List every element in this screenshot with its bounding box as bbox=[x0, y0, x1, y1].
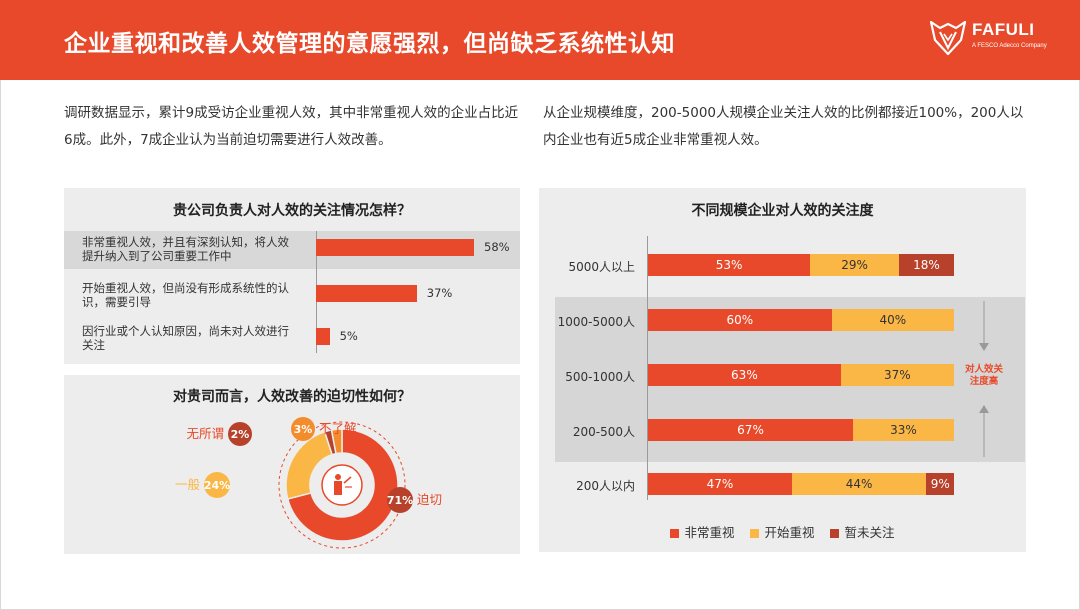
donut-slice bbox=[330, 428, 343, 455]
bar bbox=[316, 328, 330, 345]
brand-logo: FAFULI A FESCO Adecco Company bbox=[928, 18, 1058, 62]
donut-value-bubble bbox=[204, 472, 230, 498]
stack-segment: 44% bbox=[791, 473, 927, 495]
chart-legend: 非常重视 开始重视 暂未关注 bbox=[539, 522, 1026, 541]
logo-subtitle: A FESCO Adecco Company bbox=[972, 43, 1047, 49]
stack-category-label: 1000-5000人 bbox=[557, 315, 635, 329]
stack-category-label: 500-1000人 bbox=[565, 370, 635, 384]
urgency-donut-chart: 对贵司而言，人效改善的迫切性如何？ 71% 迫切 24% 一般 2% 无所谓 3% 不了解 bbox=[64, 375, 520, 554]
chart-title: 不同规模企业对人效的关注度 bbox=[691, 203, 874, 219]
logo-wordmark: FAFULI bbox=[972, 20, 1035, 39]
bar-value-label: 5% bbox=[339, 329, 358, 343]
donut-dashed-ring bbox=[278, 421, 406, 549]
bar bbox=[316, 239, 474, 256]
legend-swatch bbox=[830, 529, 840, 538]
stack-segment: 9% bbox=[926, 473, 954, 495]
donut-category-label: 一般 bbox=[175, 477, 201, 492]
legend-item: 暂未关注 bbox=[830, 522, 895, 541]
size-stacked-bar-chart: 不同规模企业对人效的关注度 5000人以上 53% 29% 18% 1000-5000人… bbox=[539, 188, 1026, 552]
bar-value-label: 58% bbox=[484, 240, 510, 254]
donut-category-label: 无所谓 bbox=[186, 426, 224, 441]
legend-swatch bbox=[670, 529, 680, 538]
up-arrow-icon bbox=[979, 405, 989, 457]
legend-item: 开始重视 bbox=[750, 522, 815, 541]
donut-svg: 71% 迫切 24%一般 2% 无所谓 3% 不了解 bbox=[175, 417, 442, 549]
stack-category-label: 5000人以上 bbox=[568, 260, 635, 274]
stack-segment: 47% bbox=[648, 473, 792, 495]
annotation-label: 对人效关注度高 bbox=[964, 364, 1003, 387]
stack-segment: 18% bbox=[898, 254, 954, 276]
donut-value-label: 3% bbox=[294, 423, 313, 436]
donut-value-label: 71% bbox=[387, 494, 413, 507]
donut-category-label: 不了解 bbox=[319, 421, 357, 436]
chart-title: 贵公司负责人对人效的关注情况怎样？ bbox=[173, 203, 411, 219]
legend-item: 非常重视 bbox=[670, 522, 735, 541]
bar-category-label: 因行业或个人认知原因，尚未对人效进行关注 bbox=[82, 324, 289, 352]
down-arrow-icon bbox=[979, 301, 989, 351]
page-title: 企业重视和改善人效管理的意愿强烈，但尚缺乏系统性认知 bbox=[64, 31, 675, 57]
attention-bar-chart: 贵公司负责人对人效的关注情况怎样？ 非常重视人效，并且有深刻认知，将人效提升纳入… bbox=[64, 188, 520, 364]
bar-category-label: 非常重视人效，并且有深刻认知，将人效提升纳入到了公司重要工作中 bbox=[82, 235, 289, 263]
legend-swatch bbox=[750, 529, 760, 538]
stack-segment: 67% bbox=[648, 419, 854, 441]
fox-logo-icon bbox=[929, 20, 967, 56]
presenter-icon bbox=[334, 474, 352, 495]
stack-segment: 40% bbox=[831, 309, 954, 331]
bar-category-label: 开始重视人效，但尚没有形成系统性的认识，需要引导 bbox=[82, 281, 289, 309]
stack-segment: 33% bbox=[853, 419, 954, 441]
chart-title: 对贵司而言，人效改善的迫切性如何？ bbox=[173, 389, 411, 405]
donut-slice bbox=[286, 428, 399, 542]
donut-category-label: 迫切 bbox=[417, 492, 442, 507]
stack-segment: 29% bbox=[810, 254, 899, 276]
donut-value-bubble bbox=[387, 487, 413, 513]
intro-left-paragraph: 调研数据显示，累计9成受访企业重视人效，其中非常重视人效的企业占比近6成。此外，… bbox=[64, 105, 519, 148]
donut-value-bubble bbox=[228, 422, 252, 446]
stack-segment: 60% bbox=[648, 309, 832, 331]
header-bar: 企业重视和改善人效管理的意愿强烈，但尚缺乏系统性认知 FAFULI A FESC… bbox=[0, 0, 1080, 80]
stack-axis bbox=[647, 236, 648, 500]
donut-value-label: 2% bbox=[231, 428, 250, 441]
intro-right-paragraph: 从企业规模维度，200-5000人规模企业关注人效的比例都接近100%，200人… bbox=[543, 105, 1024, 148]
bar-value-label: 37% bbox=[426, 286, 453, 300]
stack-category-label: 200-500人 bbox=[572, 425, 635, 439]
donut-value-label: 24% bbox=[204, 479, 230, 492]
donut-value-bubble bbox=[291, 417, 315, 441]
stack-segment: 53% bbox=[648, 254, 811, 276]
stack-segment: 63% bbox=[648, 364, 841, 386]
stack-segment: 37% bbox=[840, 364, 954, 386]
stack-category-label: 200人以内 bbox=[576, 479, 635, 493]
bar bbox=[316, 285, 417, 302]
